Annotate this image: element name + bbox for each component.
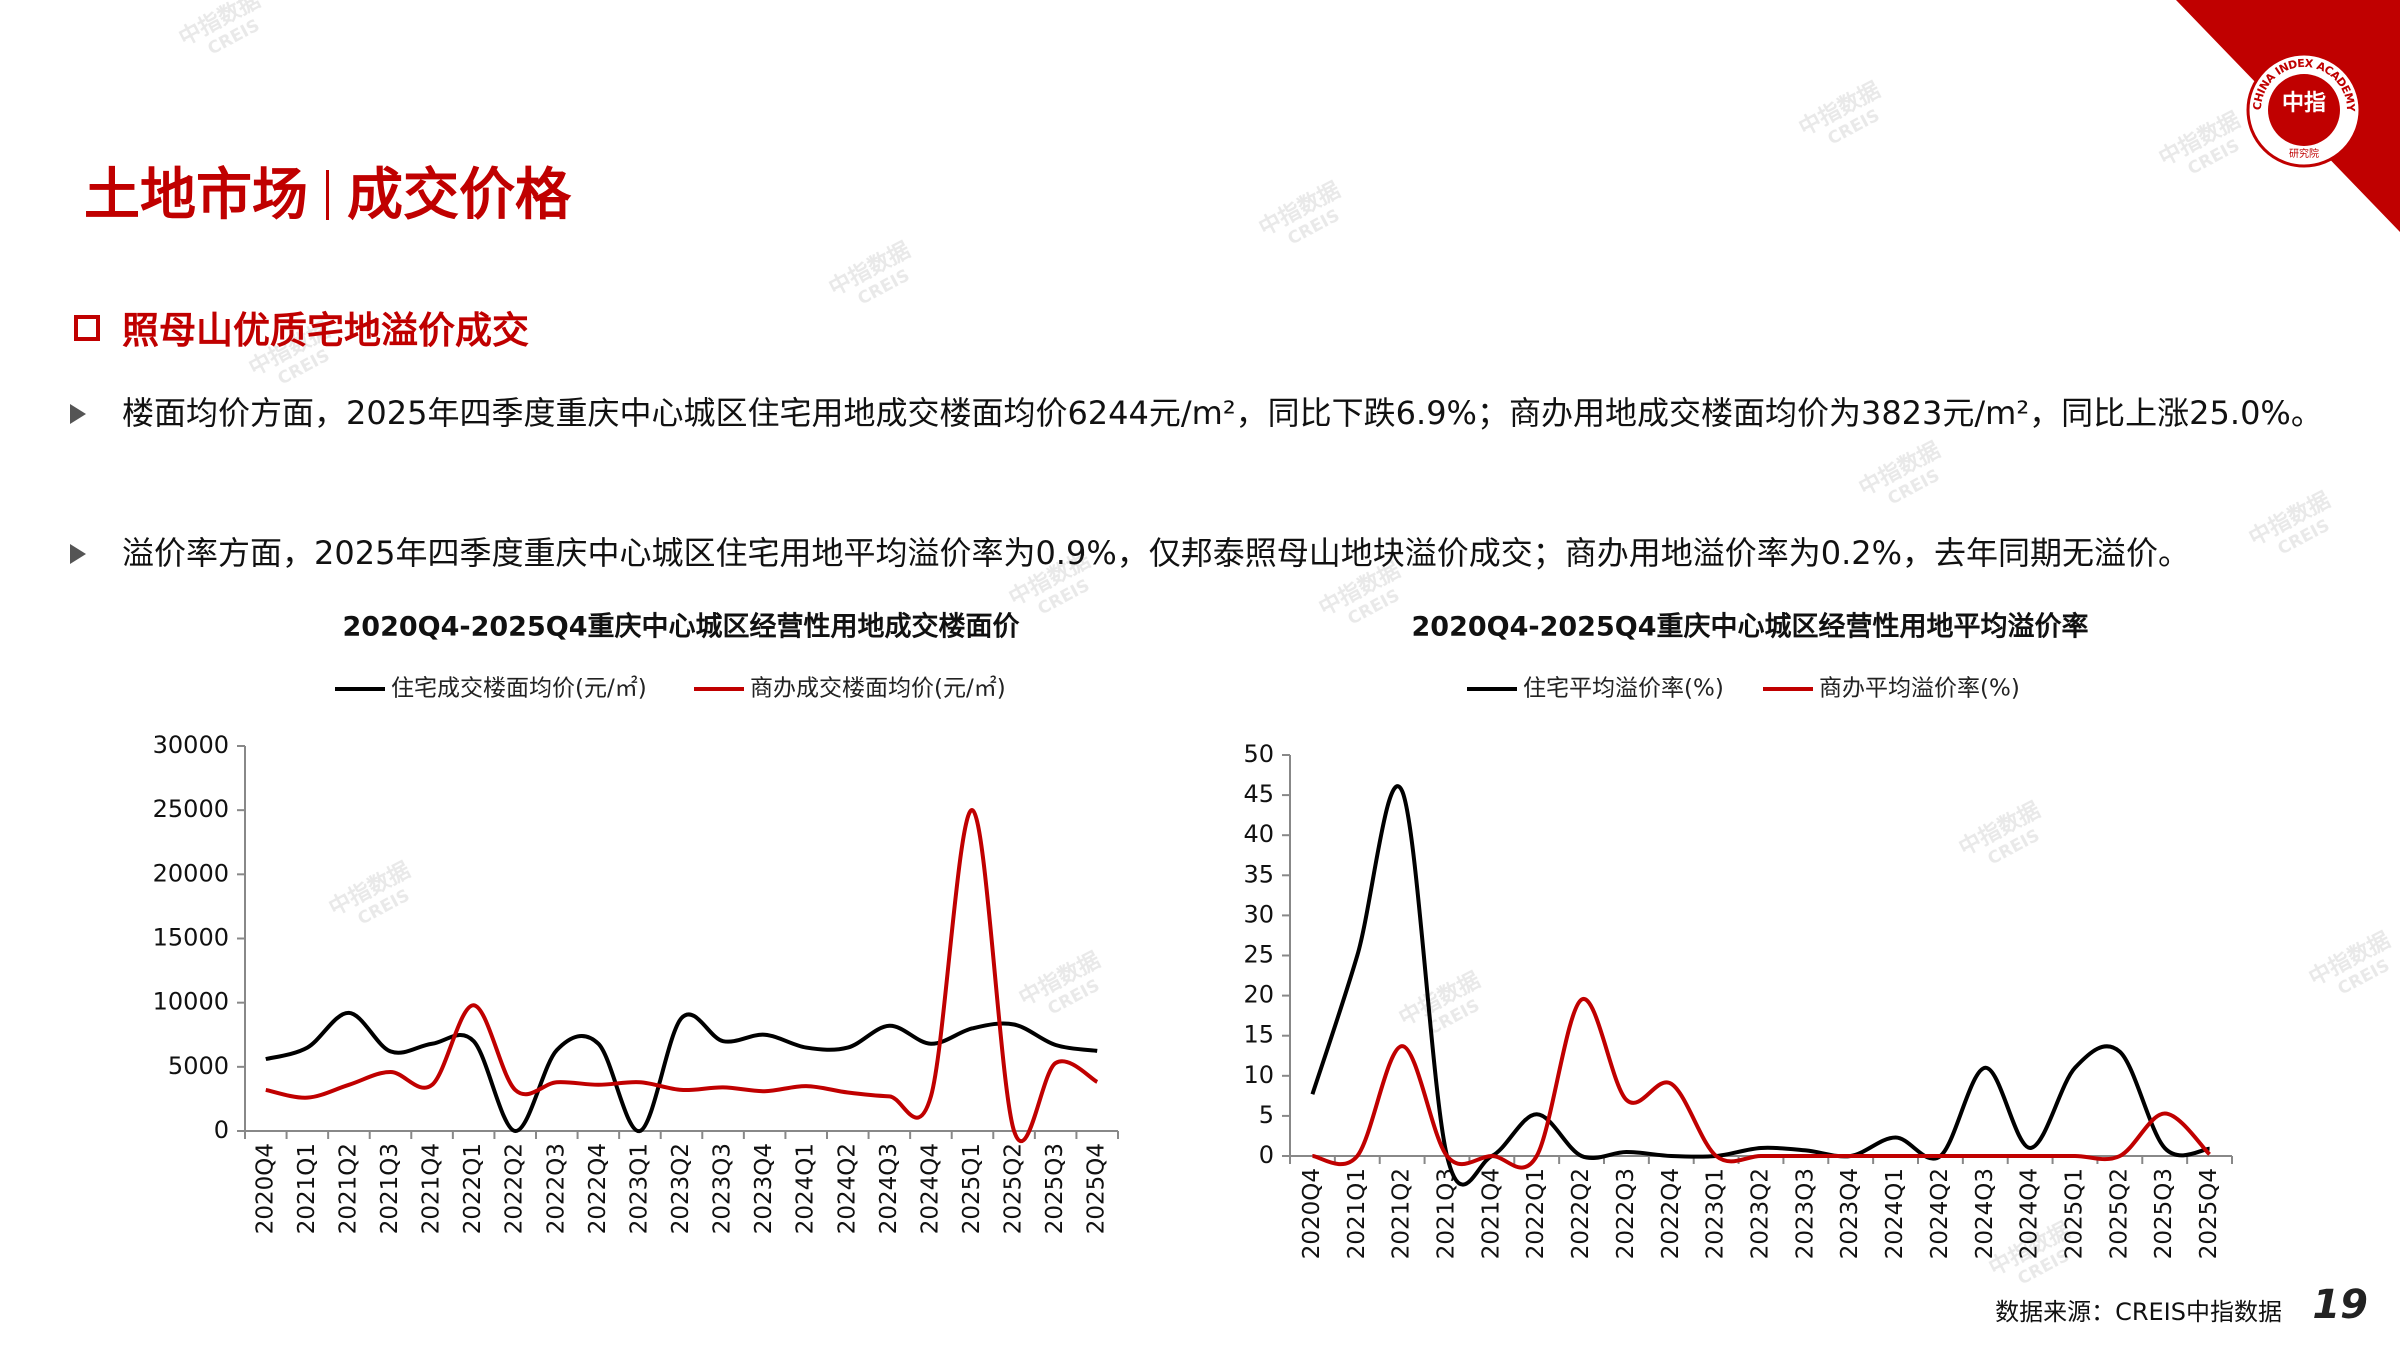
x-tick-label: 2020Q4: [1299, 1168, 1325, 1259]
chart: 2020Q4-2025Q4重庆中心城区经营性用地成交楼面价住宅成交楼面均价(元/…: [153, 611, 1119, 1234]
x-tick-label: 2021Q2: [1389, 1168, 1415, 1259]
x-tick-label: 2021Q4: [419, 1143, 445, 1234]
x-tick-label: 2023Q1: [1703, 1168, 1729, 1259]
x-tick-label: 2023Q2: [668, 1143, 694, 1234]
x-tick-label: 2021Q2: [335, 1143, 361, 1234]
x-tick-label: 2024Q1: [793, 1143, 819, 1234]
bullet: 楼面均价方面，2025年四季度重庆中心城区住宅用地成交楼面均价6244元/m²，…: [70, 382, 2352, 445]
y-tick-label: 5: [1259, 1101, 1274, 1129]
x-tick-label: 2020Q4: [252, 1143, 278, 1234]
x-tick-label: 2022Q1: [1523, 1168, 1549, 1259]
heading-text: 照母山优质宅地溢价成交: [122, 309, 529, 352]
y-tick-label: 0: [1259, 1141, 1274, 1169]
bullet: 溢价率方面，2025年四季度重庆中心城区住宅用地平均溢价率为0.9%，仅邦泰照母…: [70, 522, 2352, 585]
x-tick-label: 2022Q3: [1613, 1168, 1639, 1259]
y-tick-label: 25: [1243, 941, 1274, 969]
y-tick-label: 30000: [153, 731, 229, 759]
x-tick-label: 2024Q2: [1927, 1168, 1953, 1259]
x-tick-label: 2025Q2: [1001, 1143, 1027, 1234]
series-line: [265, 808, 1099, 1144]
x-tick-label: 2024Q1: [1882, 1168, 1908, 1259]
y-tick-label: 10: [1243, 1061, 1274, 1089]
x-tick-label: 2025Q1: [959, 1143, 985, 1234]
x-tick-label: 2024Q4: [2017, 1168, 2043, 1259]
x-tick-label: 2025Q3: [2151, 1168, 2177, 1259]
x-tick-label: 2024Q4: [917, 1143, 943, 1234]
x-tick-label: 2023Q4: [751, 1143, 777, 1234]
y-tick-label: 15000: [153, 924, 229, 952]
x-tick-label: 2023Q4: [1837, 1168, 1863, 1259]
x-tick-label: 2024Q2: [834, 1143, 860, 1234]
logo-core: [2268, 74, 2340, 146]
x-tick-label: 2025Q4: [1084, 1143, 1110, 1234]
x-tick-label: 2022Q2: [502, 1143, 528, 1234]
logo-bottom: 研究院: [2289, 147, 2319, 160]
bullet-text: 溢价率方面，2025年四季度重庆中心城区住宅用地平均溢价率为0.9%，仅邦泰照母…: [122, 534, 2191, 572]
legend-label: 住宅平均溢价率(%): [1523, 676, 1724, 702]
y-tick-label: 45: [1243, 780, 1274, 808]
legend-label: 商办成交楼面均价(元/㎡): [750, 676, 1006, 702]
legend-label: 商办平均溢价率(%): [1819, 676, 2020, 702]
section-heading: 照母山优质宅地溢价成交: [74, 300, 529, 354]
y-tick-label: 10000: [153, 988, 229, 1016]
x-tick-label: 2025Q4: [2196, 1168, 2222, 1259]
page-title: 土地市场 成交价格: [84, 150, 571, 231]
y-tick-label: 50: [1243, 740, 1274, 768]
x-tick-label: 2021Q3: [1434, 1168, 1460, 1259]
x-tick-label: 2022Q4: [585, 1143, 611, 1234]
x-tick-label: 2022Q4: [1658, 1168, 1684, 1259]
y-tick-label: 0: [214, 1116, 229, 1144]
page-number: 19: [2312, 1282, 2368, 1328]
x-tick-label: 2024Q3: [876, 1143, 902, 1234]
charts: 2020Q4-2025Q4重庆中心城区经营性用地成交楼面价住宅成交楼面均价(元/…: [153, 611, 2233, 1259]
y-tick-label: 40: [1243, 820, 1274, 848]
y-tick-label: 5000: [168, 1052, 229, 1080]
series-line: [265, 1010, 1098, 1133]
x-tick-label: 2023Q1: [626, 1143, 652, 1234]
y-tick-label: 25000: [153, 795, 229, 823]
x-tick-label: 2023Q3: [1792, 1168, 1818, 1259]
title-sub: 成交价格: [347, 163, 571, 228]
x-tick-label: 2021Q1: [294, 1143, 320, 1234]
x-tick-label: 2025Q1: [2062, 1168, 2088, 1259]
y-tick-label: 20: [1243, 981, 1274, 1009]
x-tick-label: 2022Q1: [460, 1143, 486, 1234]
y-tick-label: 20000: [153, 859, 229, 887]
x-tick-label: 2023Q2: [1748, 1168, 1774, 1259]
legend-label: 住宅成交楼面均价(元/㎡): [391, 676, 647, 702]
series-line: [1312, 997, 2212, 1170]
x-tick-label: 2025Q2: [2106, 1168, 2132, 1259]
x-tick-label: 2021Q1: [1344, 1168, 1370, 1259]
title-main: 土地市场: [84, 163, 308, 228]
y-tick-label: 35: [1243, 860, 1274, 888]
chart-title: 2020Q4-2025Q4重庆中心城区经营性用地平均溢价率: [1412, 611, 2089, 643]
x-tick-label: 2022Q2: [1568, 1168, 1594, 1259]
bullet-text: 楼面均价方面，2025年四季度重庆中心城区住宅用地成交楼面均价6244元/m²，…: [122, 394, 2323, 432]
x-tick-label: 2021Q4: [1478, 1168, 1504, 1259]
chart-title: 2020Q4-2025Q4重庆中心城区经营性用地成交楼面价: [343, 611, 1021, 643]
logo-center: 中指: [2282, 91, 2326, 116]
x-tick-label: 2023Q3: [710, 1143, 736, 1234]
x-tick-label: 2024Q3: [1972, 1168, 1998, 1259]
x-tick-label: 2021Q3: [377, 1143, 403, 1234]
source: 数据来源：CREIS中指数据: [1995, 1298, 2282, 1326]
y-tick-label: 15: [1243, 1021, 1274, 1049]
x-tick-label: 2025Q3: [1042, 1143, 1068, 1234]
x-tick-label: 2022Q3: [543, 1143, 569, 1234]
y-tick-label: 30: [1243, 900, 1274, 928]
